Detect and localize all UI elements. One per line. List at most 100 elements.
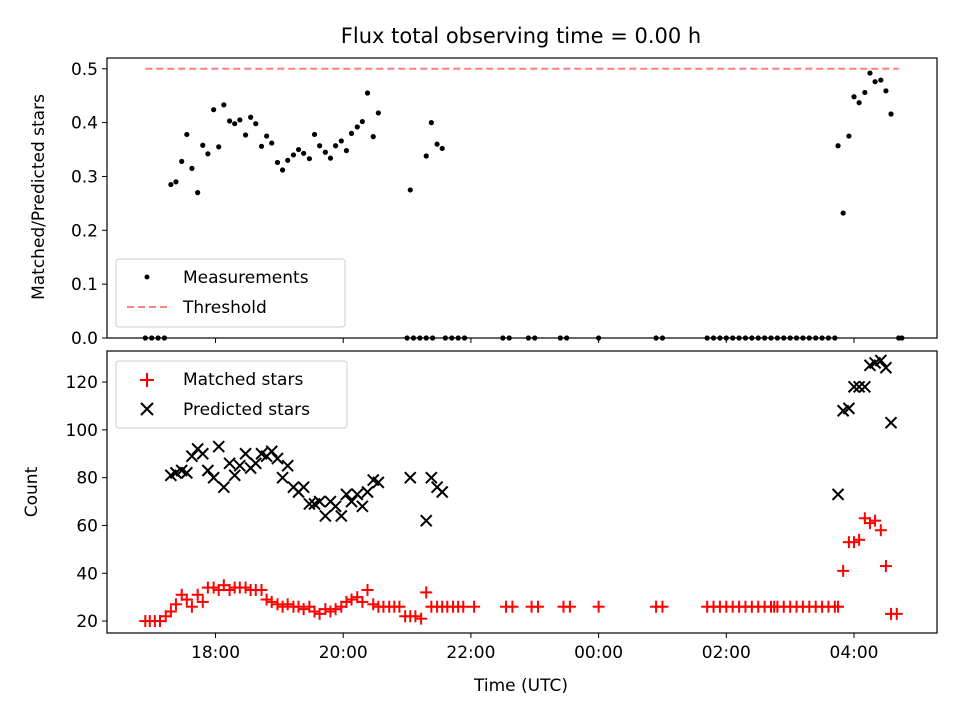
measurement-point — [787, 335, 793, 341]
predicted-stars-point — [228, 469, 241, 482]
matched-stars-point — [361, 583, 374, 596]
predicted-stars-point — [356, 500, 369, 513]
matched-stars-point — [420, 586, 433, 599]
measurement-point — [322, 149, 328, 155]
matched-stars-point — [255, 583, 268, 596]
matched-stars-point — [196, 595, 209, 608]
predicted-stars-point — [265, 445, 278, 458]
measurement-point — [455, 335, 461, 341]
bottom-y-tick-label: 80 — [76, 469, 98, 489]
measurement-point — [343, 148, 350, 154]
top-y-tick-label: 0.0 — [71, 329, 98, 349]
measurement-point — [295, 146, 302, 153]
measurement-point — [375, 110, 381, 116]
measurement-point — [311, 131, 318, 138]
measurement-point — [888, 111, 894, 117]
measurement-point — [290, 152, 297, 158]
measurement-point — [883, 88, 889, 94]
measurement-point — [306, 156, 312, 162]
top-marks — [142, 67, 905, 341]
predicted-stars-point — [239, 447, 252, 460]
matched-stars-point — [164, 605, 177, 618]
bottom-y-axis-label: Count — [22, 466, 42, 517]
measurement-point — [279, 167, 286, 173]
matched-stars-point — [848, 536, 860, 549]
predicted-stars-point — [180, 466, 194, 480]
measurement-point — [846, 133, 852, 139]
predicted-stars-point — [212, 440, 225, 453]
measurement-point — [461, 335, 468, 341]
predicted-stars-point — [847, 380, 861, 394]
matched-stars-point — [874, 524, 887, 537]
matched-stars-point — [837, 564, 850, 577]
predicted-stars-point — [361, 485, 374, 499]
matched-stars-point — [506, 600, 519, 613]
predicted-stars-point — [852, 380, 866, 394]
predicted-stars-point — [831, 488, 845, 501]
legend-predicted-marker — [140, 402, 154, 416]
measurement-point — [730, 335, 736, 341]
measurement-point — [596, 335, 602, 341]
measurement-point — [768, 335, 774, 341]
predicted-stars-point — [404, 471, 417, 484]
predicted-stars-point — [271, 452, 284, 465]
matched-stars-point — [356, 595, 369, 608]
measurement-point — [195, 190, 201, 196]
matched-stars-point — [345, 593, 358, 606]
measurement-point — [878, 77, 884, 83]
measurement-point — [423, 335, 429, 341]
predicted-stars-point — [276, 471, 289, 484]
matched-stars-point — [832, 600, 845, 613]
legend-matched-label: Matched stars — [183, 370, 303, 390]
measurement-point — [142, 335, 148, 341]
bottom-plot-frame — [106, 350, 938, 634]
measurement-point — [755, 335, 761, 341]
measurement-point — [338, 138, 344, 144]
predicted-stars-point — [185, 449, 199, 463]
matched-stars-point — [297, 603, 310, 616]
x-tick-label: 02:00 — [702, 643, 751, 663]
matched-stars-point — [415, 612, 428, 625]
matched-stars-point — [853, 533, 866, 546]
bottom-y-tick-label: 40 — [76, 564, 98, 584]
predicted-stars-point — [313, 495, 326, 508]
measurement-point — [525, 335, 531, 341]
matched-stars-point — [879, 560, 892, 573]
measurement-point — [806, 335, 812, 341]
matched-stars-point — [863, 517, 876, 530]
top-y-tick-label: 0.3 — [71, 167, 98, 187]
matched-stars-point — [329, 603, 342, 616]
measurement-point — [149, 335, 155, 341]
matched-stars-point — [191, 588, 204, 601]
x-tick-label: 18:00 — [191, 643, 240, 663]
matched-stars-point — [367, 598, 380, 611]
matched-stars-point — [308, 605, 321, 618]
matched-stars-point — [292, 600, 305, 613]
measurement-point — [364, 90, 371, 96]
matched-stars-point — [180, 593, 193, 606]
measurement-point — [184, 131, 190, 138]
top-y-axis-label: Matched/Predicted stars — [29, 94, 49, 300]
measurement-point — [430, 335, 436, 341]
measurement-point — [173, 179, 179, 185]
predicted-stars-point — [372, 476, 385, 489]
predicted-stars-point — [233, 459, 247, 472]
measurement-point — [704, 335, 710, 341]
measurement-point — [717, 335, 723, 341]
measurement-point — [258, 143, 265, 149]
measurement-point — [653, 335, 659, 341]
matched-stars-point — [340, 595, 353, 608]
measurement-point — [200, 142, 206, 148]
measurement-point — [248, 114, 254, 120]
measurement-point — [253, 121, 259, 127]
predicted-stars-point — [858, 380, 872, 394]
measurement-point — [428, 120, 434, 126]
top-plot-frame — [106, 57, 938, 339]
top-legend-frame — [115, 258, 346, 328]
predicted-stars-point — [329, 500, 342, 513]
matched-stars-point — [656, 600, 669, 613]
measurement-point — [819, 335, 825, 341]
measurement-point — [710, 335, 717, 341]
predicted-stars-point — [223, 457, 236, 470]
predicted-stars-point — [319, 509, 332, 523]
